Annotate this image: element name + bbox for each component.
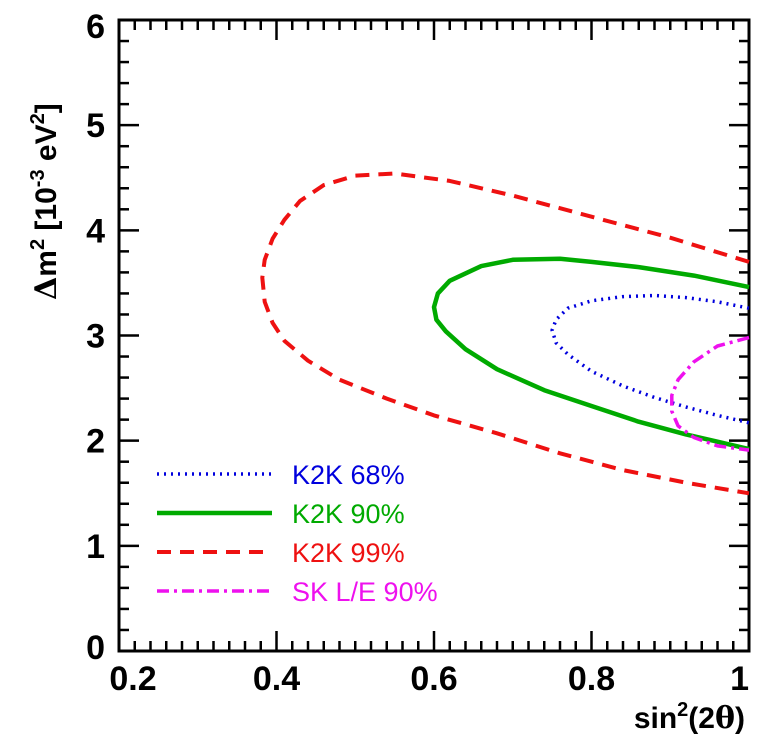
plot-frame — [117, 18, 751, 653]
y-tick-label: 4 — [86, 212, 105, 250]
legend: K2K 68% K2K 90% K2K 99% SK L/E 90% — [157, 460, 438, 607]
series-line-k2k-99 — [260, 171, 750, 496]
series-line-k2k-68 — [550, 293, 750, 425]
x-tick-label: 0.6 — [410, 660, 457, 698]
y-axis-title: Δm2 [10-3 eV2] — [27, 103, 64, 300]
series-line-k2k-90 — [431, 256, 750, 452]
y-tick-label: 5 — [86, 107, 105, 145]
x-tick-label: 1 — [730, 660, 749, 698]
legend-label-sk-le-90: SK L/E 90% — [292, 577, 438, 607]
series-line-sk-l-e-90 — [670, 335, 750, 452]
legend-label-k2k-90: K2K 90% — [292, 499, 405, 529]
y-tick-label: 0 — [86, 629, 105, 667]
tick-marks — [117, 18, 751, 653]
y-tick-label: 3 — [86, 318, 105, 356]
y-tick-label: 6 — [86, 8, 105, 46]
x-tick-label: 0.4 — [253, 660, 300, 698]
y-tick-label: 1 — [86, 528, 105, 566]
legend-label-k2k-99: K2K 99% — [292, 538, 405, 568]
x-tick-label: 0.2 — [109, 660, 156, 698]
tick-labels: 0.2 0.4 0.6 0.8 1 0 1 2 3 4 5 6 — [86, 8, 749, 698]
y-tick-label: 2 — [86, 423, 105, 461]
x-tick-label: 0.8 — [568, 660, 615, 698]
contour-curves — [260, 171, 750, 496]
x-axis-title: sin2(2θ) — [634, 699, 745, 736]
legend-label-k2k-68: K2K 68% — [292, 460, 405, 490]
